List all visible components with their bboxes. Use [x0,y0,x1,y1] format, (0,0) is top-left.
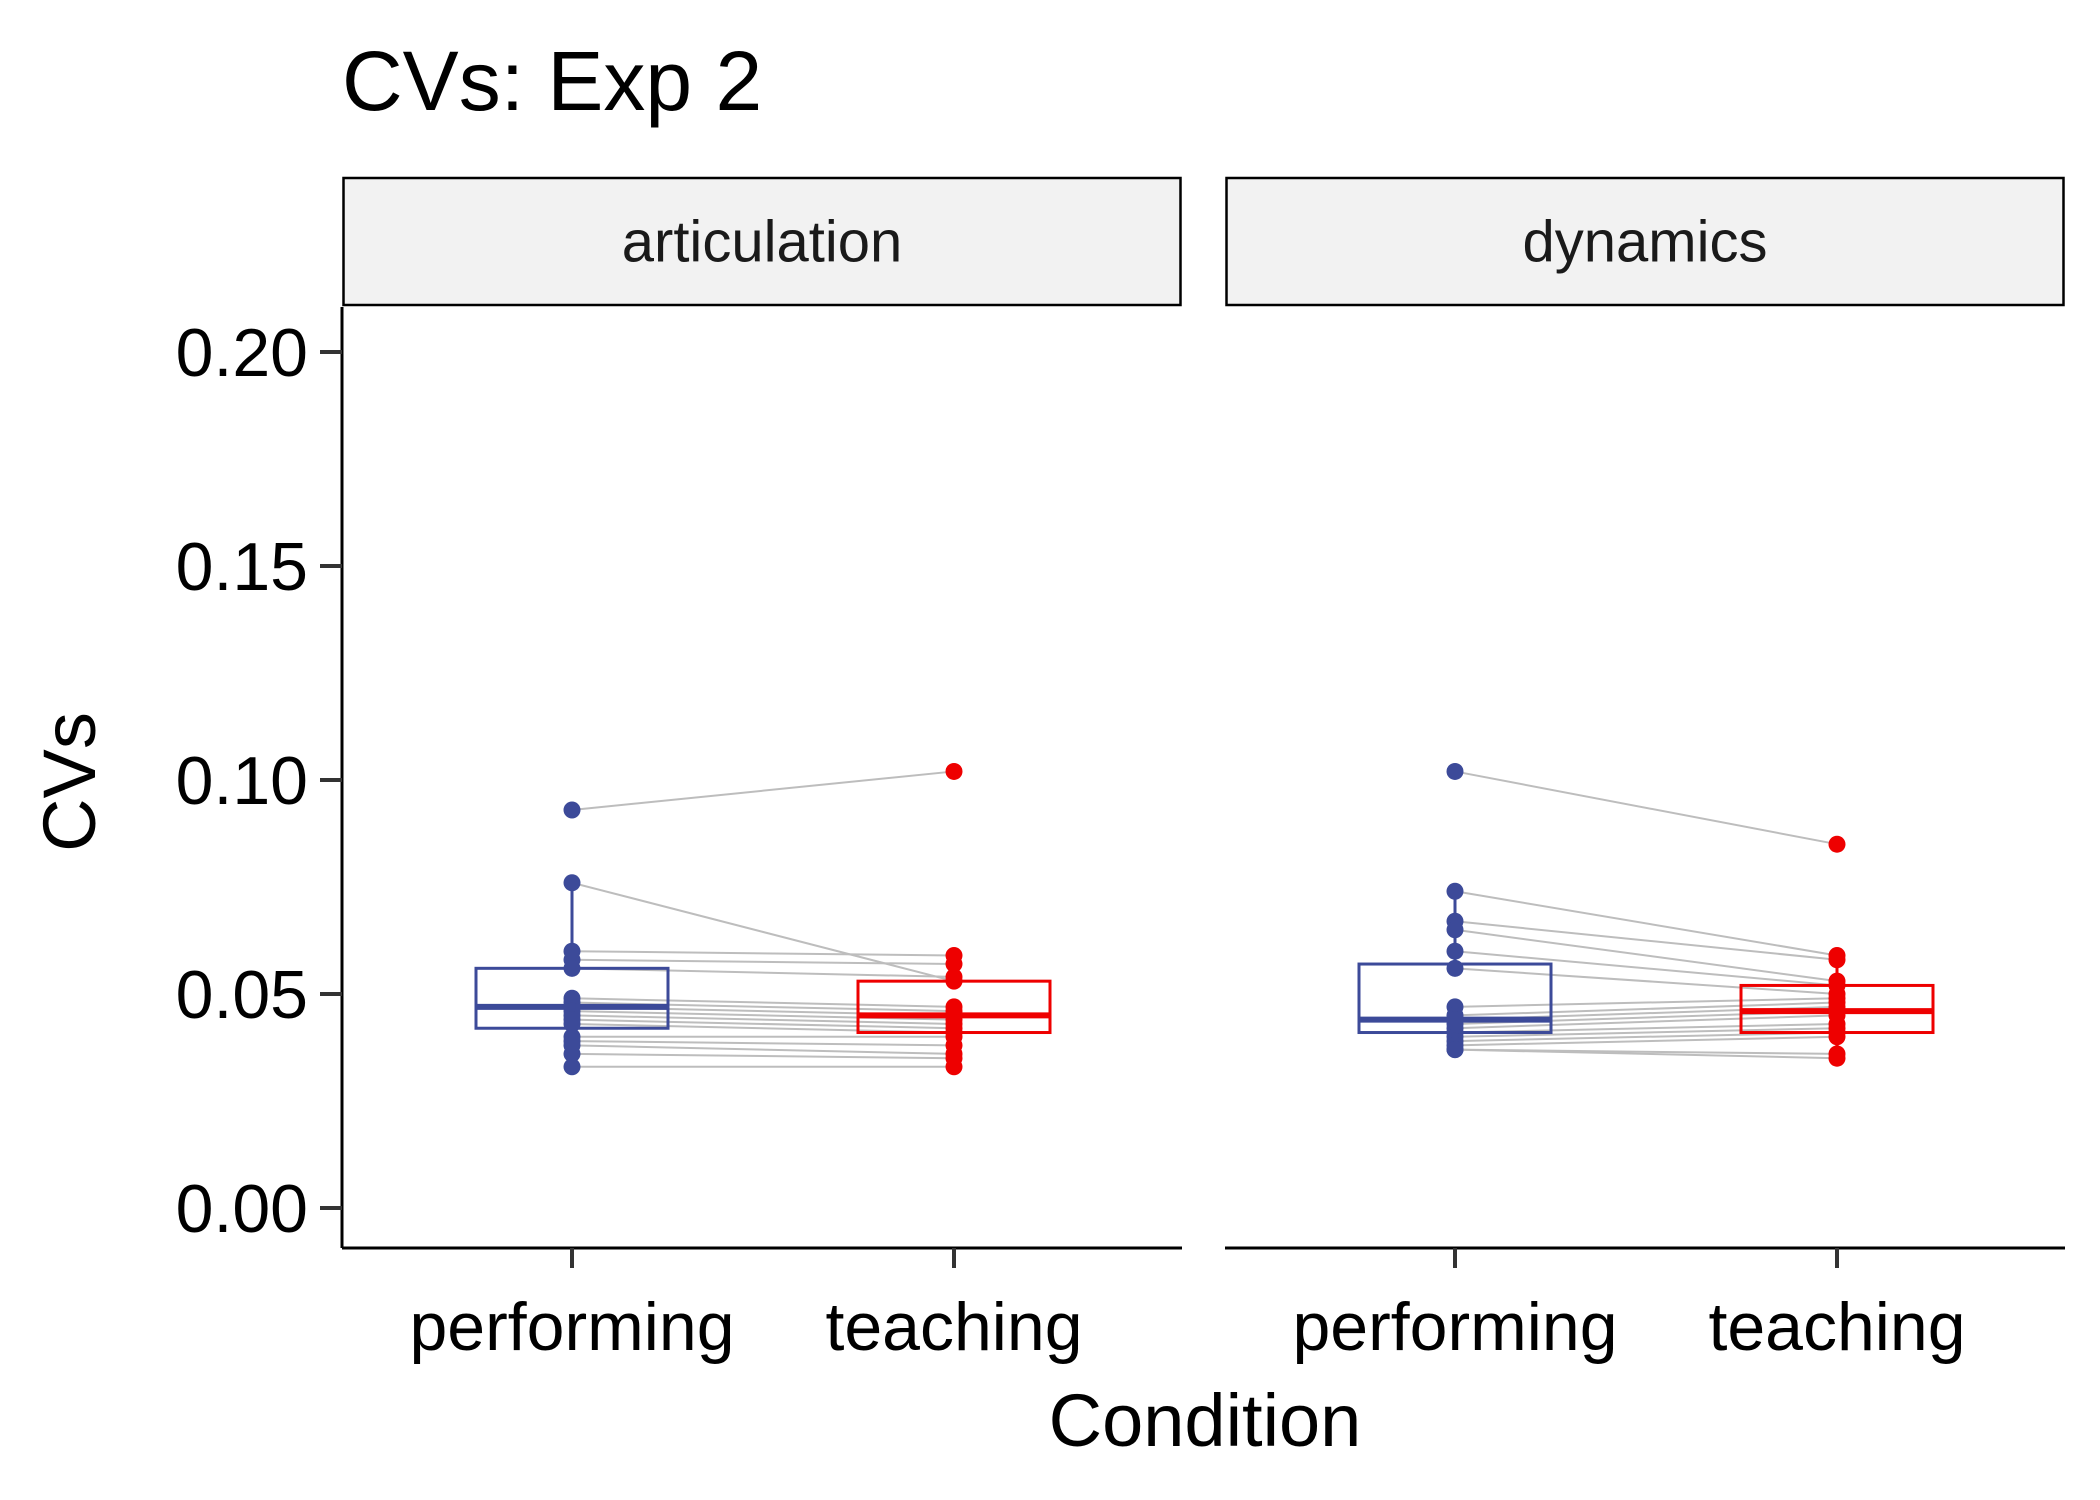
data-point [1828,1049,1846,1067]
pair-line [1454,997,1838,1008]
chart-title: CVs: Exp 2 [342,34,762,128]
pair-line [1454,1048,1838,1060]
data-point [945,968,963,986]
pair-line [1454,1027,1838,1038]
pair-line [571,1044,955,1055]
x-tick-label: performing [409,1289,734,1365]
pair-line [1454,890,1838,957]
data-point [945,955,963,973]
panel-dynamics: dynamics performing teaching [1225,176,2065,1365]
pair-line [571,950,955,957]
y-tick-label: 0.05 [176,957,308,1033]
x-tick-label: performing [1292,1289,1617,1365]
pair-line [571,1018,955,1030]
x-axis-title: Condition [1049,1379,1362,1462]
pair-line [1454,950,1838,987]
pair-line [571,1052,955,1060]
data-point [1446,882,1464,900]
strip-box [342,176,1182,307]
pair-line [571,958,955,966]
data-point [1828,835,1846,853]
data-point [1446,921,1464,939]
data-point [945,1058,963,1076]
y-tick-label: 0.10 [176,743,308,819]
strip-box [1225,176,2065,307]
data-point [563,959,581,977]
data-point [563,1045,581,1063]
pair-line [571,997,955,1008]
data-point [1828,1028,1846,1046]
x-tick-label: teaching [1708,1289,1965,1365]
strip-label: dynamics [1523,210,1768,275]
y-tick-label: 0.20 [176,315,308,391]
pair-line [1454,967,1838,995]
pair-line [571,770,955,811]
plot-layer: 0.00 0.05 0.10 0.15 0.20 articulation performi… [176,176,2065,1365]
y-axis-title: CVs [28,712,111,852]
data-point [1446,1041,1464,1059]
pair-line [1454,770,1838,846]
data-point [563,801,581,819]
data-point [1446,942,1464,960]
y-tick-label: 0.15 [176,529,308,605]
pair-line [571,1040,955,1047]
strip-label: articulation [622,210,902,275]
y-tick-label: 0.00 [176,1171,308,1247]
data-point [945,762,963,780]
pair-line [1454,920,1838,961]
pair-line [571,1014,955,1025]
panel-articulation: articulation performing teaching [342,176,1182,1365]
data-point [563,874,581,892]
x-tick-label: teaching [825,1289,1082,1365]
pair-line [571,881,955,983]
data-point [563,1058,581,1076]
data-point [563,1015,581,1033]
pair-line [1454,1035,1838,1047]
pair-line [1454,1001,1838,1017]
data-point [1828,951,1846,969]
pair-line [1454,928,1838,983]
data-point [1446,762,1464,780]
pair-line [1454,1014,1838,1030]
data-point [1446,959,1464,977]
